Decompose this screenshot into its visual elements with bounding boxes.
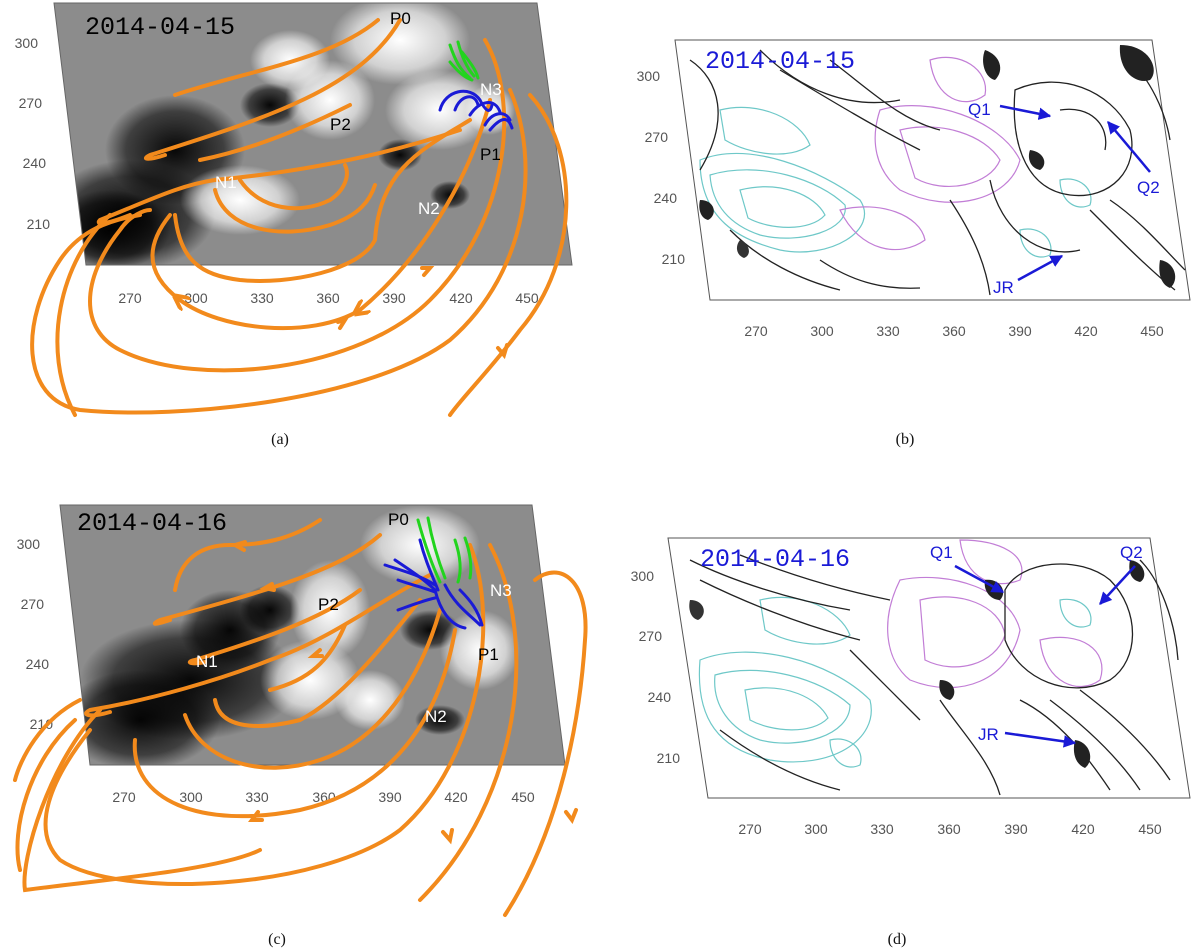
label-P0: P0 (388, 510, 409, 529)
x-axis-a: 270 300 330 360 390 420 450 (118, 290, 539, 306)
date-label-d: 2014-04-16 (700, 545, 850, 574)
xtick: 420 (1071, 821, 1095, 837)
date-label-c: 2014-04-16 (77, 509, 227, 538)
xtick: 300 (179, 789, 203, 805)
ytick: 240 (654, 190, 678, 206)
label-JR: JR (993, 278, 1014, 297)
qsl-structures-d (689, 554, 1179, 796)
xtick: 300 (804, 821, 828, 837)
label-Q2: Q2 (1120, 543, 1143, 562)
label-Q1: Q1 (968, 100, 991, 119)
ytick: 210 (27, 216, 51, 232)
xtick: 360 (937, 821, 961, 837)
caption-c: (c) (268, 931, 286, 948)
label-JR: JR (978, 725, 999, 744)
xtick: 360 (942, 323, 966, 339)
ytick: 240 (26, 656, 50, 672)
label-Q1: Q1 (930, 543, 953, 562)
xtick: 390 (1008, 323, 1032, 339)
xtick: 390 (378, 789, 402, 805)
annotations-b: Q1 Q2 JR (968, 100, 1160, 297)
xtick: 270 (738, 821, 762, 837)
ytick: 300 (15, 35, 39, 51)
label-P1: P1 (480, 145, 501, 164)
frame-a (53, 2, 573, 266)
x-axis-c: 270 300 330 360 390 420 450 (112, 789, 535, 805)
ytick: 210 (662, 251, 686, 267)
ytick: 210 (30, 716, 54, 732)
caption-b: (b) (896, 431, 915, 448)
ytick: 270 (19, 95, 43, 111)
ytick: 270 (639, 628, 663, 644)
blue-lines-c (383, 538, 484, 630)
label-P2: P2 (318, 595, 339, 614)
xtick: 300 (810, 323, 834, 339)
label-N3: N3 (480, 80, 502, 99)
date-label-b: 2014-04-15 (705, 47, 855, 76)
ytick: 240 (23, 155, 47, 171)
xtick: 270 (118, 290, 142, 306)
y-axis-a: 300 270 240 210 (15, 35, 51, 232)
label-Q2: Q2 (1137, 178, 1160, 197)
xtick: 330 (870, 821, 894, 837)
magnetogram-c (60, 505, 565, 765)
dark-patches-b (699, 45, 1176, 288)
date-label-a: 2014-04-15 (85, 13, 235, 42)
xtick: 390 (1004, 821, 1028, 837)
blue-lines-a (438, 89, 514, 132)
xtick: 330 (250, 290, 274, 306)
xtick: 420 (444, 789, 468, 805)
xtick: 450 (511, 789, 535, 805)
y-axis-d: 300 270 240 210 (631, 568, 681, 766)
label-P1: P1 (478, 645, 499, 664)
y-axis-c: 300 270 240 210 (17, 536, 54, 732)
xtick: 450 (1138, 821, 1162, 837)
field-lines-c (13, 518, 588, 917)
ytick: 240 (648, 689, 672, 705)
ytick: 300 (17, 536, 41, 552)
xtick: 450 (515, 290, 539, 306)
caption-d: (d) (888, 931, 907, 948)
x-axis-d: 270 300 330 360 390 420 450 (738, 821, 1162, 837)
xtick: 390 (382, 290, 406, 306)
xtick: 420 (1074, 323, 1098, 339)
green-lines-a (448, 40, 480, 82)
label-N3: N3 (490, 581, 512, 600)
label-P0: P0 (390, 9, 411, 28)
label-N1: N1 (196, 652, 218, 671)
xtick: 450 (1140, 323, 1164, 339)
xtick: 270 (744, 323, 768, 339)
green-lines-c (416, 516, 473, 584)
ytick: 270 (645, 129, 669, 145)
contours-b (699, 56, 1092, 258)
frame-b (674, 39, 1191, 301)
xtick: 330 (245, 789, 269, 805)
panel-b: 300 270 240 210 270 300 330 360 390 420 … (637, 39, 1191, 448)
annotations-d: Q1 Q2 JR (930, 543, 1143, 748)
panel-c: 300 270 240 210 270 300 330 360 390 420 … (13, 504, 588, 948)
label-N1: N1 (215, 173, 237, 192)
ytick: 210 (657, 750, 681, 766)
label-N2: N2 (425, 707, 447, 726)
field-lines-a (30, 18, 569, 417)
ytick: 300 (637, 68, 661, 84)
ytick: 270 (21, 596, 45, 612)
label-N2: N2 (418, 199, 440, 218)
ytick: 300 (631, 568, 655, 584)
xtick: 330 (876, 323, 900, 339)
x-axis-b: 270 300 330 360 390 420 450 (744, 323, 1164, 339)
label-P2: P2 (330, 115, 351, 134)
panel-a: 300 270 240 210 270 300 330 360 390 420 … (15, 2, 573, 448)
caption-a: (a) (271, 431, 289, 448)
y-axis-b: 300 270 240 210 (637, 68, 686, 267)
panel-d: 300 270 240 210 270 300 330 360 390 420 … (631, 537, 1191, 948)
xtick: 270 (112, 789, 136, 805)
xtick: 360 (316, 290, 340, 306)
xtick: 420 (449, 290, 473, 306)
